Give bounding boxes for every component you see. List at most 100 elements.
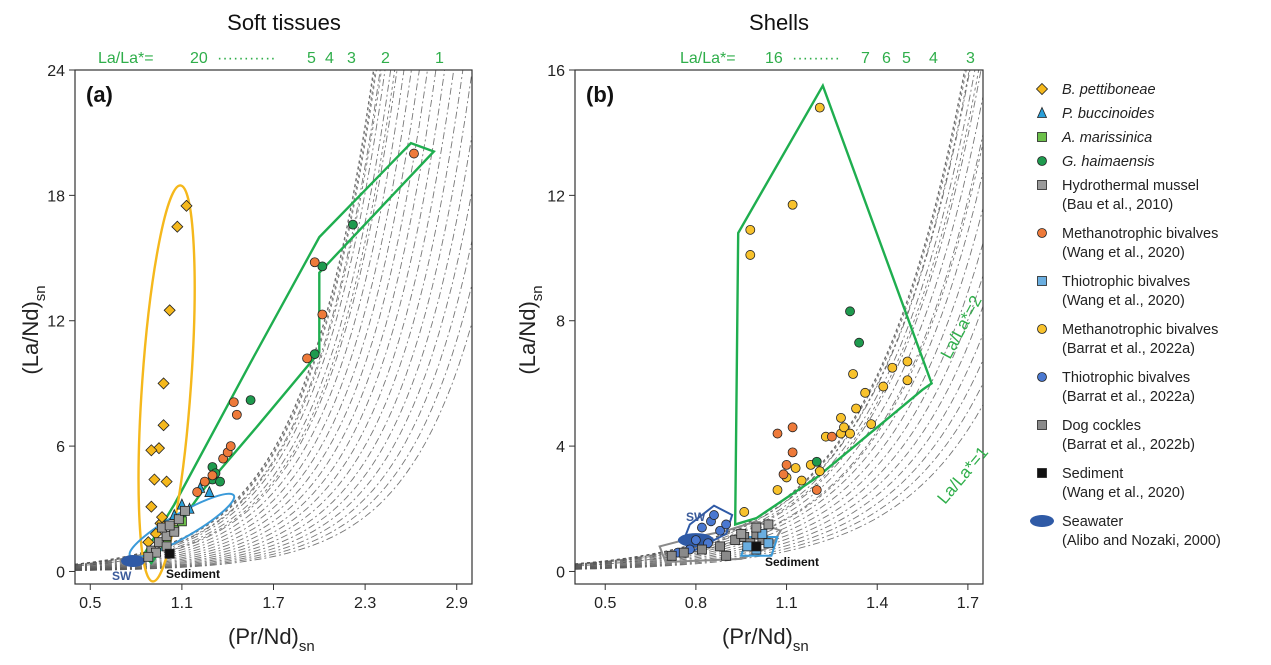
iso-curve (75, 70, 374, 565)
iso-curve (75, 70, 381, 566)
data-point (887, 362, 898, 373)
iso-curve (75, 70, 376, 565)
legend: B. pettiboneae P. buccinoides A. marissini… (1030, 82, 1221, 549)
data-point (666, 550, 677, 561)
panel-a-frame (74, 69, 473, 585)
legend-label: Thiotrophic bivalves (1062, 370, 1190, 386)
data-point (763, 519, 774, 530)
data-point (811, 456, 822, 467)
iso-curve (75, 72, 472, 571)
data-point (715, 525, 725, 536)
iso-curve (575, 70, 966, 565)
legend-marker (1036, 106, 1048, 118)
iso-curve (75, 70, 375, 565)
y-tick-label: 18 (47, 188, 65, 205)
iso-curve (575, 334, 983, 569)
iso-curve (75, 70, 455, 570)
data-point (845, 428, 855, 439)
data-point (778, 469, 789, 480)
data-point (839, 422, 849, 433)
legend-label: G. haimaensis (1062, 154, 1155, 170)
panel-a-label: (a) (86, 82, 113, 107)
legend-ref: (Barrat et al., 2022a) (1062, 389, 1195, 405)
x-tick-label: 0.5 (594, 595, 616, 612)
data-point (204, 485, 215, 497)
iso-curve (75, 70, 437, 569)
legend-label: Sediment (1062, 466, 1123, 482)
data-point (751, 522, 762, 533)
panel-a-title: Soft tissues (227, 10, 341, 35)
data-point (739, 507, 750, 517)
iso-curve (75, 70, 428, 569)
legend-marker (1037, 324, 1047, 334)
data-point (772, 485, 783, 495)
data-point (225, 441, 236, 451)
panel-a-lala-3: 3 (347, 50, 356, 67)
iso-curve (75, 191, 472, 571)
data-point (192, 487, 203, 497)
panel-a-sediment-label: Sediment (166, 567, 220, 581)
iso-curve (575, 275, 983, 569)
panel-b-frame (574, 69, 984, 585)
panel-b-lala-4: 4 (929, 50, 938, 67)
x-tick-label: 2.9 (446, 595, 468, 612)
iso-curve (75, 284, 472, 571)
data-point (763, 538, 774, 549)
iso-curve (575, 404, 983, 570)
iso-curve (75, 70, 420, 569)
data-point (826, 431, 837, 442)
y-tick-label: 12 (47, 314, 65, 331)
data-point (745, 250, 756, 260)
data-point (742, 541, 753, 552)
data-point (814, 102, 825, 113)
panel-b-lala-5: 5 (902, 50, 911, 67)
data-point (781, 460, 792, 470)
data-point (736, 528, 747, 539)
panel-b-sediment-label: Sediment (765, 555, 819, 569)
legend-ref: (Barrat et al., 2022b) (1062, 437, 1195, 453)
data-point (678, 547, 689, 558)
data-point (309, 257, 320, 268)
panel-a-points (142, 148, 419, 562)
iso-curve (75, 135, 472, 571)
data-point (215, 476, 225, 487)
data-point (160, 475, 173, 488)
legend-marker (1035, 82, 1049, 96)
data-point (845, 306, 855, 317)
iso-curve (575, 70, 967, 565)
data-point (772, 428, 783, 439)
data-point (164, 520, 175, 531)
iso-curve (75, 70, 446, 570)
y-tick-label: 0 (56, 564, 65, 581)
data-point (228, 397, 239, 408)
panel-b-curve-label-2: La/La*=2 (937, 292, 986, 361)
legend-label: B. pettiboneae (1062, 82, 1156, 98)
legend-marker (1037, 228, 1047, 238)
iso-curve (75, 70, 386, 566)
panel-b-lala-3: 3 (966, 50, 975, 67)
panel-a-envelopes (121, 141, 436, 583)
data-point (715, 541, 725, 552)
legend-label: Hydrothermal mussel (1062, 178, 1199, 194)
legend-marker (1037, 156, 1047, 166)
green-envelope (733, 82, 934, 527)
panel-b-lala-16: 16 (765, 50, 783, 67)
iso-curve (75, 322, 472, 572)
iso-curve (575, 306, 983, 569)
legend-ref: (Wang et al., 2020) (1062, 293, 1185, 309)
data-point (207, 470, 218, 481)
iso-curve (575, 70, 965, 565)
data-point (848, 369, 858, 379)
data-point (854, 337, 864, 348)
iso-curve (75, 70, 382, 566)
x-tick-label: 2.3 (354, 595, 376, 612)
iso-curve (575, 70, 980, 566)
legend-ref: (Wang et al., 2020) (1062, 245, 1185, 261)
data-point (860, 387, 871, 398)
legend-marker (1037, 420, 1047, 430)
legend-label: Methanotrophic bivalves (1062, 322, 1218, 338)
data-point (751, 541, 762, 552)
legend-ref: (Bau et al., 2010) (1062, 197, 1173, 213)
panel-a-lala-20: 20 (190, 50, 208, 67)
data-point (787, 199, 798, 210)
